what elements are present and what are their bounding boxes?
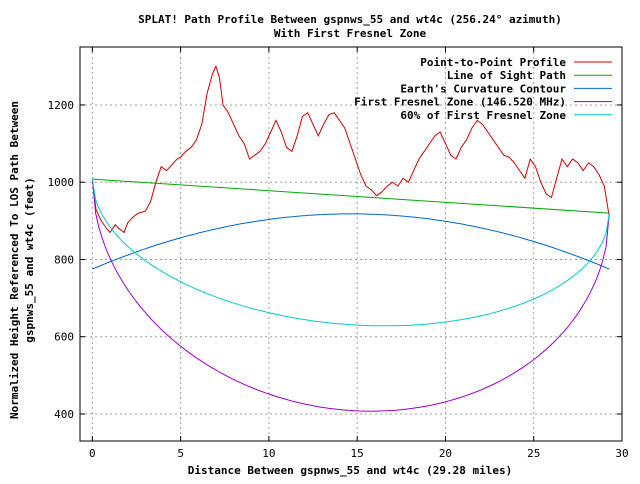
legend-label: First Fresnel Zone (146.520 MHz) [354, 96, 566, 109]
x-tick-label: 0 [89, 447, 96, 460]
legend-label: Line of Sight Path [447, 69, 566, 82]
legend-label: 60% of First Fresnel Zone [400, 109, 566, 122]
legend-label: Earth's Curvature Contour [400, 82, 566, 95]
x-axis-label: Distance Between gspnws_55 and wt4c (29.… [188, 464, 513, 477]
x-tick-label: 10 [262, 447, 275, 460]
y-tick-label: 400 [54, 408, 74, 421]
series-line-of-sight [92, 178, 610, 214]
chart-title: SPLAT! Path Profile Between gspnws_55 an… [138, 13, 562, 26]
x-axis-ticks: 0 5 10 15 20 25 30 [89, 47, 629, 460]
series-fresnel-60 [91, 179, 610, 327]
series-earth-curvature [92, 213, 610, 270]
chart-subtitle: With First Fresnel Zone [274, 27, 427, 40]
y-axis-label-line2: gspnws_55 and wt4c (feet) [23, 177, 36, 343]
y-tick-label: 1200 [48, 99, 75, 112]
x-tick-label: 30 [615, 447, 628, 460]
y-axis-ticks: 400 600 800 1000 1200 [48, 99, 622, 421]
plot-frame [79, 46, 623, 442]
x-tick-label: 20 [439, 447, 452, 460]
x-tick-label: 5 [177, 447, 184, 460]
x-tick-label: 25 [527, 447, 540, 460]
y-tick-label: 600 [54, 331, 74, 344]
series-group [91, 64, 610, 412]
y-axis-label-line1: Normalized Height Referenced To LOS Path… [8, 101, 21, 419]
y-tick-label: 1000 [48, 176, 75, 189]
series-fresnel-zone [91, 179, 610, 412]
series-profile [91, 64, 610, 234]
x-tick-label: 15 [351, 447, 364, 460]
legend-label: Point-to-Point Profile [420, 56, 566, 69]
y-tick-label: 800 [54, 253, 74, 266]
